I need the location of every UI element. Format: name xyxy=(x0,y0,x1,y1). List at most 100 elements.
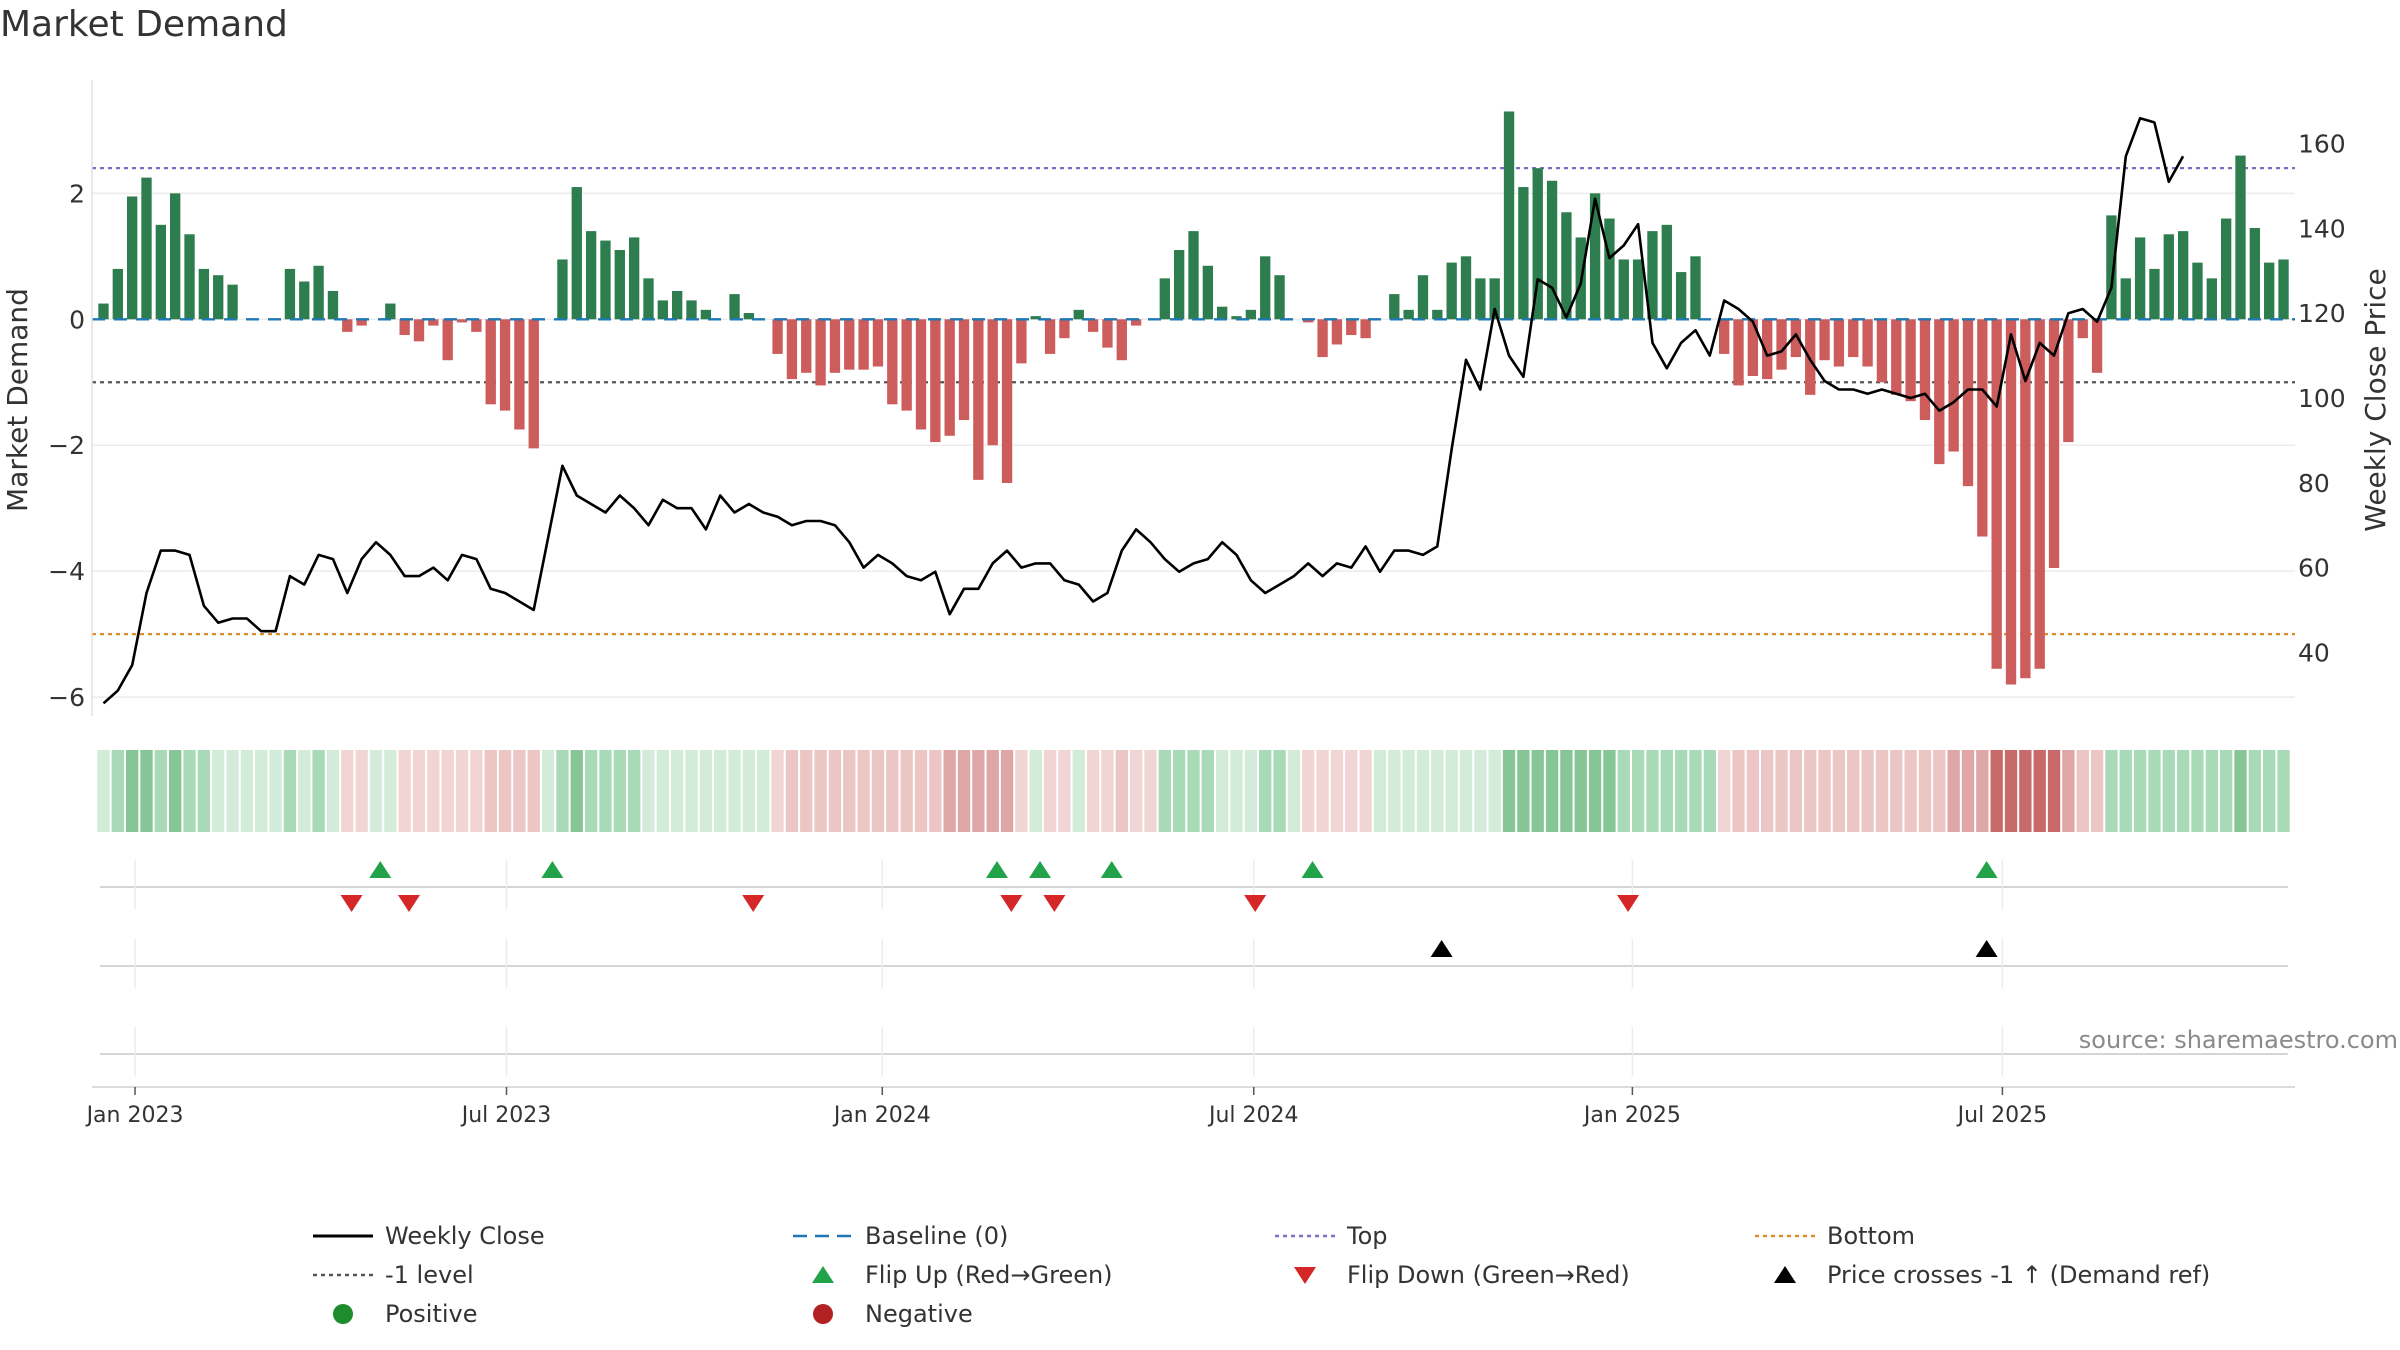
positive-demand-bar xyxy=(1260,256,1271,320)
legend-label: Flip Up (Red→Green) xyxy=(865,1261,1113,1289)
positive-demand-bar xyxy=(743,312,755,320)
flip-down-marker xyxy=(397,895,420,912)
negative-demand-bar xyxy=(1317,319,1328,358)
positive-demand-bar xyxy=(299,281,310,320)
positive-demand-bar xyxy=(686,300,697,320)
positive-demand-bar xyxy=(1532,168,1543,320)
heat-cell xyxy=(757,750,770,832)
heat-cell xyxy=(412,750,426,832)
positive-demand-bar xyxy=(1245,309,1257,320)
heat-cell xyxy=(1144,750,1157,832)
heat-cell xyxy=(1947,750,1960,832)
heat-cell xyxy=(1015,750,1028,832)
positive-demand-bar xyxy=(729,294,740,320)
heat-cell xyxy=(484,750,497,832)
heat-cell xyxy=(957,750,971,832)
heat-cell xyxy=(742,750,756,832)
legend-label: Weekly Close xyxy=(385,1222,545,1250)
heat-cell xyxy=(2191,750,2204,832)
legend: Weekly Close Baseline (0) Top Bottom -1 leve… xyxy=(313,1222,2210,1328)
heat-cell xyxy=(541,750,555,832)
heat-cell xyxy=(1717,750,1731,832)
heat-cell xyxy=(1674,750,1688,832)
legend-label: Price crosses -1 ↑ (Demand ref) xyxy=(1827,1261,2210,1289)
heat-cell xyxy=(2004,750,2018,832)
heat-cell xyxy=(2119,750,2132,832)
negative-demand-bar xyxy=(958,319,970,421)
heat-cell xyxy=(814,750,827,832)
right-y-axis-label: Weekly Close Price xyxy=(2359,268,2392,531)
heat-cell xyxy=(1115,750,1128,832)
heat-cell xyxy=(2133,750,2147,832)
heat-cell xyxy=(599,750,612,832)
heat-cell xyxy=(1302,750,1315,832)
heat-cell xyxy=(1187,750,1200,832)
heat-cell xyxy=(972,750,985,832)
heat-cell xyxy=(1761,750,1774,832)
flip-down-marker xyxy=(1043,895,1066,912)
negative-demand-bar xyxy=(901,319,912,411)
legend-swatch-negative xyxy=(813,1304,833,1324)
positive-demand-bar xyxy=(1274,275,1285,320)
positive-demand-bar xyxy=(170,193,181,320)
heat-cell xyxy=(441,750,454,832)
negative-demand-bar xyxy=(1905,319,1916,402)
heat-cell xyxy=(1933,750,1946,832)
negative-demand-bar xyxy=(428,319,439,326)
heat-cell xyxy=(2162,750,2175,832)
heat-cell xyxy=(1832,750,1846,832)
positive-demand-bar xyxy=(2249,227,2261,320)
heat-cell xyxy=(886,750,899,832)
heat-cell xyxy=(570,750,583,832)
negative-demand-bar xyxy=(1001,319,1013,484)
positive-demand-bar xyxy=(1518,187,1529,320)
heat-cell xyxy=(785,750,799,832)
heat-cell xyxy=(455,750,469,832)
negative-demand-bar xyxy=(1848,319,1859,358)
positive-demand-bar xyxy=(98,303,109,320)
heat-cell xyxy=(1875,750,1889,832)
heat-cell xyxy=(1201,750,1215,832)
negative-demand-bar xyxy=(356,319,367,326)
heat-cell xyxy=(771,750,784,832)
heat-cell xyxy=(1474,750,1487,832)
negative-demand-bar xyxy=(485,319,496,405)
heat-cell xyxy=(929,750,942,832)
flip-up-marker xyxy=(1975,861,1998,878)
heat-cell xyxy=(1445,750,1458,832)
positive-demand-bar xyxy=(2177,231,2189,320)
left-y-ticks: 2 0 −2 −4 −6 xyxy=(48,179,85,712)
legend-swatch-positive xyxy=(333,1304,353,1324)
heat-cell xyxy=(627,750,641,832)
negative-demand-bar xyxy=(1805,319,1816,395)
negative-demand-bar xyxy=(2005,319,2017,685)
heat-cell xyxy=(2076,750,2089,832)
heat-cell xyxy=(1416,750,1430,832)
heat-cell xyxy=(900,750,913,832)
heat-cell xyxy=(312,750,325,832)
negative-demand-bar xyxy=(413,319,425,342)
heat-cell xyxy=(2033,750,2046,832)
heat-cell xyxy=(2234,750,2247,832)
x-tick-label: Jul 2024 xyxy=(1207,1103,1299,1128)
flip-down-marker xyxy=(1244,895,1267,912)
positive-demand-bar xyxy=(1561,212,1572,320)
heat-cell xyxy=(1330,750,1344,832)
positive-demand-bar xyxy=(1173,250,1185,320)
heat-cell xyxy=(240,750,254,832)
negative-demand-bar xyxy=(2048,319,2060,569)
flip-down-marker xyxy=(1000,895,1023,912)
negative-demand-bar xyxy=(801,319,812,373)
heat-cell xyxy=(1703,750,1716,832)
positive-demand-bar xyxy=(1460,256,1472,320)
negative-demand-bar xyxy=(1747,319,1759,376)
legend-swatch-flip-down xyxy=(1294,1267,1316,1284)
negative-demand-bar xyxy=(456,319,468,323)
heat-cell xyxy=(1517,750,1530,832)
negative-demand-bar xyxy=(471,319,482,332)
heat-cell xyxy=(1158,750,1171,832)
left-tick-label: −4 xyxy=(48,557,85,586)
flip-up-marker xyxy=(369,861,392,878)
negative-demand-bar xyxy=(1303,319,1314,323)
heat-cell xyxy=(671,750,684,832)
